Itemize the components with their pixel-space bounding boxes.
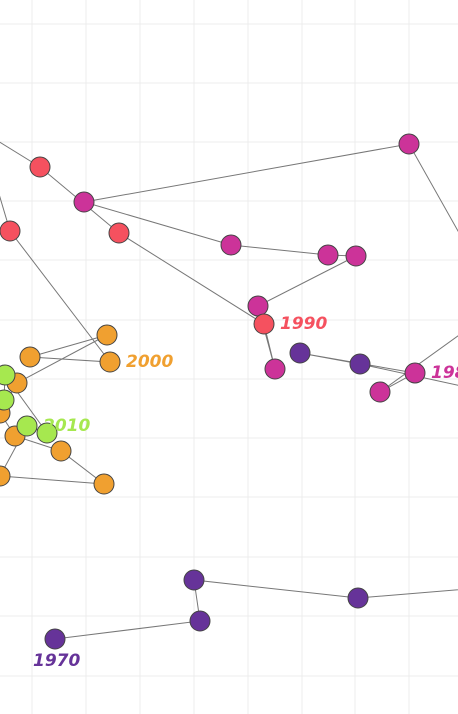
point xyxy=(93,473,115,495)
point xyxy=(349,353,371,375)
point-label: 1980 xyxy=(431,363,458,383)
point xyxy=(264,358,286,380)
point xyxy=(0,389,15,411)
point xyxy=(0,364,16,386)
point xyxy=(253,313,275,335)
point xyxy=(36,422,58,444)
point xyxy=(404,362,426,384)
point xyxy=(99,351,121,373)
point xyxy=(345,245,367,267)
point-label: 2010 xyxy=(43,416,90,436)
point xyxy=(19,346,41,368)
point xyxy=(73,191,95,213)
point xyxy=(108,222,130,244)
point xyxy=(50,440,72,462)
point xyxy=(220,234,242,256)
point xyxy=(189,610,211,632)
point xyxy=(398,133,420,155)
point xyxy=(29,156,51,178)
point xyxy=(183,569,205,591)
point-label: 1990 xyxy=(280,314,327,334)
point xyxy=(347,587,369,609)
connector-line xyxy=(0,141,458,640)
point-label: 2000 xyxy=(126,352,173,372)
point-label: 1970 xyxy=(33,651,80,671)
point xyxy=(247,295,269,317)
point xyxy=(16,415,38,437)
point xyxy=(44,628,66,650)
point xyxy=(369,381,391,403)
point xyxy=(0,220,21,242)
point xyxy=(289,342,311,364)
point xyxy=(96,324,118,346)
point xyxy=(0,465,11,487)
point xyxy=(317,244,339,266)
